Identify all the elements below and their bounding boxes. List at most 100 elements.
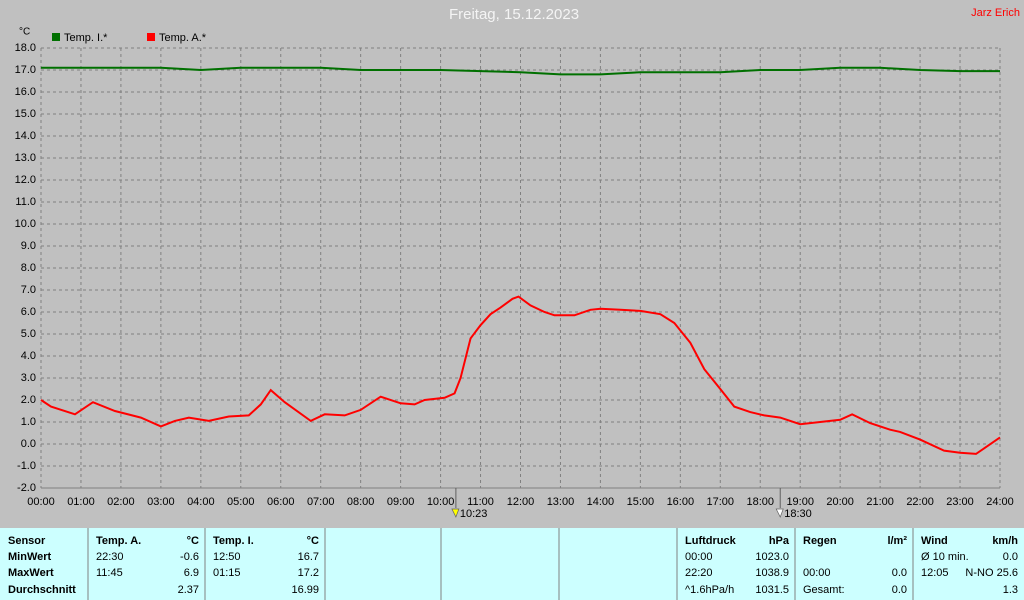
table-cell: 16.7 [298,551,319,563]
y-tick-label: 8.0 [21,262,36,274]
x-tick-label: 01:00 [67,496,95,508]
x-tick-label: 14:00 [587,496,615,508]
table-cell: 11:45 [96,567,123,579]
table-cell: 1.3 [1003,584,1018,596]
table-cell: 1038.9 [755,567,789,579]
y-tick-label: 1.0 [21,416,36,428]
table-header: MaxWert [8,567,54,579]
y-axis-label: °C [19,27,30,38]
annotation-icon [775,508,784,518]
x-tick-label: 03:00 [147,496,175,508]
x-tick-label: 17:00 [707,496,735,508]
table-header: °C [187,535,199,547]
table-cell: 0.0 [892,567,907,579]
table-cell: 00:00 [803,567,831,579]
table-cell: 0.0 [892,584,907,596]
legend-label: Temp. A.* [159,32,207,44]
table-cell: ^1.6hPa/h [685,584,734,596]
table-cell: 00:00 [685,551,713,563]
y-tick-label: 16.0 [15,86,36,98]
x-tick-label: 07:00 [307,496,335,508]
x-tick-label: 16:00 [667,496,695,508]
table-cell: 1023.0 [755,551,789,563]
x-tick-label: 08:00 [347,496,375,508]
table-header: °C [307,535,319,547]
legend-swatch [147,33,155,41]
author: Jarz Erich [971,7,1020,19]
legend-swatch [52,33,60,41]
x-tick-label: 10:00 [427,496,455,508]
y-tick-label: 10.0 [15,218,36,230]
x-tick-label: 11:00 [467,496,494,508]
y-tick-label: -1.0 [17,460,36,472]
x-tick-label: 06:00 [267,496,295,508]
table-cell: 12:05 [921,567,949,579]
x-tick-label: 20:00 [826,496,854,508]
table-cell: 22:30 [96,551,124,563]
y-tick-label: 18.0 [15,42,36,54]
annotation-icon [451,508,460,518]
annotation-label: 10:23 [460,508,488,520]
y-tick-label: 15.0 [15,108,36,120]
legend-label: Temp. I.* [64,32,108,44]
y-tick-label: 12.0 [15,174,36,186]
table-header: hPa [769,535,790,547]
x-tick-label: 02:00 [107,496,135,508]
table-cell: 22:20 [685,567,713,579]
x-tick-label: 21:00 [866,496,894,508]
x-tick-label: 24:00 [986,496,1014,508]
x-tick-label: 12:00 [507,496,535,508]
x-tick-label: 09:00 [387,496,415,508]
table-cell: 16.99 [291,584,319,596]
table-cell: Gesamt: [803,584,845,596]
y-tick-label: 11.0 [15,196,36,208]
series-line [40,295,1001,455]
table-cell: N-NO 25.6 [965,567,1018,579]
y-tick-label: 7.0 [21,284,36,296]
table-cell: -0.6 [180,551,199,563]
y-tick-label: 14.0 [15,130,36,142]
table-header: Regen [803,535,837,547]
table-cell: Ø 10 min. [921,551,969,563]
y-tick-label: 6.0 [21,306,36,318]
table-header: km/h [992,535,1018,547]
y-tick-label: 4.0 [21,350,36,362]
x-tick-label: 13:00 [547,496,575,508]
table-cell: 6.9 [184,567,199,579]
table-header: Wind [921,535,948,547]
y-tick-label: -2.0 [17,482,36,494]
y-tick-label: 9.0 [21,240,36,252]
x-tick-label: 04:00 [187,496,215,508]
table-background [0,528,1024,600]
table-cell: 1031.5 [755,584,789,596]
chart-title: Freitag, 15.12.2023 [449,6,579,23]
table-header: MinWert [8,551,52,563]
annotation-label: 18:30 [784,508,812,520]
table-cell: 2.37 [178,584,199,596]
table-cell: 0.0 [1003,551,1018,563]
table-header: Temp. A. [96,535,141,547]
x-tick-label: 18:00 [746,496,774,508]
x-tick-label: 23:00 [946,496,974,508]
y-tick-label: 2.0 [21,394,36,406]
y-tick-label: 17.0 [15,64,36,76]
y-tick-label: 0.0 [21,438,36,450]
table-header: Luftdruck [685,535,737,547]
series-line [41,66,1000,76]
x-tick-label: 22:00 [906,496,934,508]
x-tick-label: 05:00 [227,496,255,508]
x-tick-label: 15:00 [627,496,655,508]
table-cell: 12:50 [213,551,241,563]
table-cell: 01:15 [213,567,241,579]
table-cell: 17.2 [298,567,319,579]
table-header: l/m² [887,535,907,547]
y-tick-label: 3.0 [21,372,36,384]
table-header: Durchschnitt [8,584,76,596]
x-tick-label: 19:00 [786,496,814,508]
x-tick-label: 00:00 [27,496,55,508]
table-header: Temp. I. [213,535,254,547]
table-header: Sensor [8,535,46,547]
y-tick-label: 13.0 [15,152,36,164]
